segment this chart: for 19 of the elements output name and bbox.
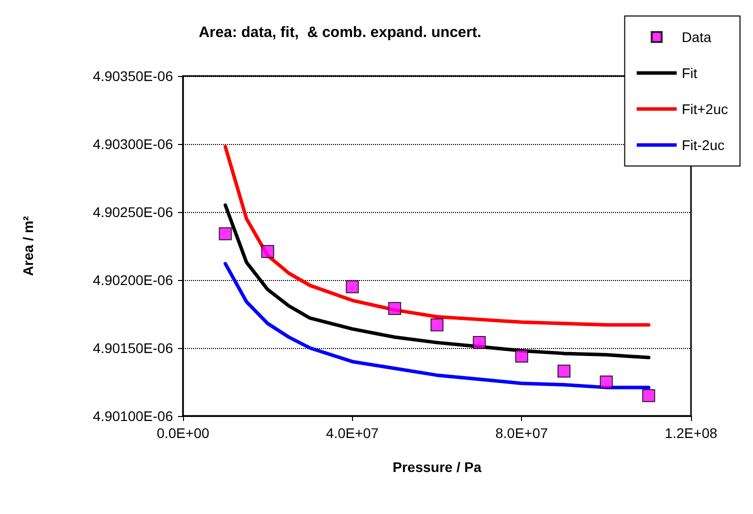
y-tick-label: 4.90300E-06 [92, 136, 174, 152]
line-series [224, 144, 650, 327]
x-tick-label: 8.0E+07 [495, 425, 548, 441]
line-series [224, 262, 650, 390]
legend-label: Fit+2uc [682, 101, 728, 117]
x-tick-label: 4.0E+07 [326, 425, 379, 441]
legend-label: Fit [682, 65, 698, 81]
chart-title: Area: data, fit, & comb. expand. uncert. [198, 24, 482, 41]
y-tick-label: 4.90200E-06 [92, 272, 174, 288]
y-tick-label: 4.90250E-06 [92, 204, 174, 220]
x-axis-title: Pressure / Pa [392, 459, 482, 475]
x-tick-label: 1.2E+08 [664, 425, 718, 441]
y-tick-label: 4.90350E-06 [92, 68, 174, 84]
y-axis-title: Area / m² [20, 216, 36, 276]
y-tick-label: 4.90100E-06 [92, 408, 174, 424]
legend-label: Fit-2uc [682, 137, 724, 153]
y-tick-label: 4.90150E-06 [92, 340, 174, 356]
x-tick-label: 0.0E+00 [156, 425, 210, 441]
legend-label: Data [682, 29, 712, 45]
